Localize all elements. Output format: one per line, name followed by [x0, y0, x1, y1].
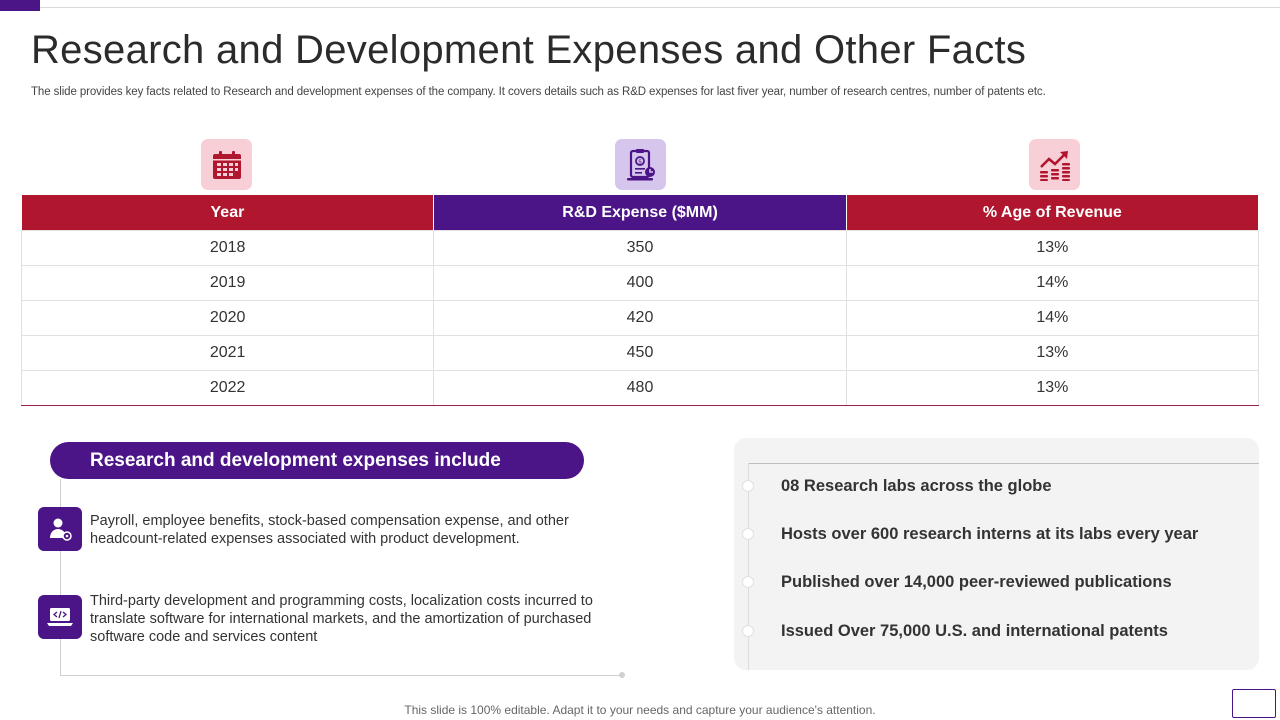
table-row: 2020 420 14% [20, 300, 1260, 336]
cell-expense: 450 [433, 335, 847, 371]
fact-publications: Published over 14,000 peer-reviewed publ… [781, 573, 1172, 591]
table-row: 2018 350 13% [20, 230, 1260, 266]
slide-subtitle: The slide provides key facts related to … [31, 86, 1046, 98]
cell-expense: 480 [433, 370, 847, 406]
include-item-payroll: Payroll, employee benefits, stock-based … [90, 513, 569, 547]
slide-title: Research and Development Expenses and Ot… [31, 28, 1027, 72]
cell-revenue-percent: 14% [845, 265, 1260, 301]
top-accent-bar [0, 0, 40, 11]
fact-bullet-dot [742, 576, 754, 588]
corner-placeholder-box [1232, 689, 1276, 718]
cell-year: 2020 [20, 300, 435, 336]
svg-text:$: $ [638, 158, 642, 165]
table-row: 2021 450 13% [20, 335, 1260, 371]
table-header-row: Year R&D Expense ($MM) % Age of Revenue [21, 195, 1260, 231]
fact-bullet-dot [742, 625, 754, 637]
facts-timeline-line [748, 463, 749, 670]
cell-year: 2018 [20, 230, 435, 266]
fact-bullet-dot [742, 480, 754, 492]
employee-icon [38, 507, 82, 551]
cell-revenue-percent: 13% [845, 230, 1260, 266]
includes-heading: Research and development expenses includ… [50, 442, 584, 479]
cell-revenue-percent: 13% [845, 370, 1260, 406]
cell-year: 2022 [20, 370, 435, 406]
header-revenue-percent: % Age of Revenue [846, 195, 1260, 231]
fact-research-labs: 08 Research labs across the globe [781, 477, 1052, 495]
cell-expense: 350 [433, 230, 847, 266]
connector-end-dot [619, 672, 625, 678]
include-item-third-party: Third-party development and programming … [90, 593, 593, 645]
facts-panel [734, 438, 1259, 670]
fact-patents: Issued Over 75,000 U.S. and internationa… [781, 622, 1168, 640]
revenue-growth-icon [1029, 139, 1080, 190]
table-row: 2019 400 14% [20, 265, 1260, 301]
calendar-icon [201, 139, 252, 190]
includes-connector-horizontal [60, 675, 624, 676]
software-code-icon [38, 595, 82, 639]
cell-revenue-percent: 14% [845, 300, 1260, 336]
header-year: Year [21, 195, 435, 231]
includes-connector-vertical [60, 479, 61, 675]
expense-document-icon: $ [615, 139, 666, 190]
fact-research-interns: Hosts over 600 research interns at its l… [781, 525, 1199, 543]
facts-top-rule [748, 463, 1259, 464]
rd-expense-table: Year R&D Expense ($MM) % Age of Revenue … [20, 195, 1260, 406]
cell-revenue-percent: 13% [845, 335, 1260, 371]
cell-year: 2019 [20, 265, 435, 301]
cell-expense: 400 [433, 265, 847, 301]
fact-bullet-dot [742, 528, 754, 540]
slide-footer: This slide is 100% editable. Adapt it to… [404, 703, 876, 717]
cell-expense: 420 [433, 300, 847, 336]
top-divider [40, 7, 1280, 8]
table-row: 2022 480 13% [20, 370, 1260, 406]
cell-year: 2021 [20, 335, 435, 371]
header-rd-expense: R&D Expense ($MM) [433, 195, 847, 231]
